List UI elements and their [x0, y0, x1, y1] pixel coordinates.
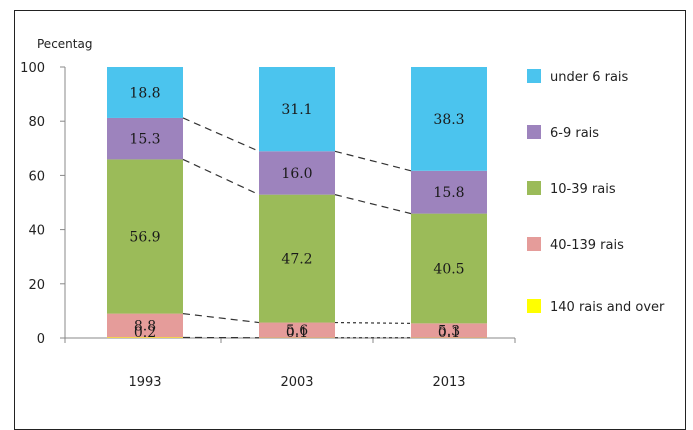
y-tick-label: 100: [20, 61, 45, 76]
data-label: 15.8: [433, 185, 464, 201]
connector-line: [183, 118, 259, 151]
y-tick-label: 60: [28, 169, 45, 184]
data-label: 18.8: [129, 85, 160, 101]
y-tick-label: 80: [28, 115, 45, 130]
y-tick-label: 20: [28, 278, 45, 293]
data-label: 5.3: [438, 324, 460, 340]
legend-label: 140 rais and over: [550, 300, 665, 315]
legend-swatch: [527, 125, 541, 139]
data-label: 5.6: [286, 323, 308, 339]
legend-swatch: [527, 299, 541, 313]
connector-line: [183, 159, 259, 194]
data-label: 47.2: [281, 252, 312, 268]
connector-line: [335, 323, 411, 324]
legend-swatch: [527, 237, 541, 251]
data-label: 8.8: [134, 319, 156, 335]
data-label: 31.1: [281, 102, 312, 118]
x-tick-label: 2003: [280, 375, 313, 390]
data-label: 56.9: [129, 230, 160, 246]
y-tick-label: 0: [37, 332, 45, 347]
connector-line: [335, 195, 411, 214]
legend-swatch: [527, 181, 541, 195]
x-tick-label: 1993: [128, 375, 161, 390]
x-tick-label: 2013: [432, 375, 465, 390]
legend-label: 40-139 rais: [550, 238, 624, 253]
data-label: 15.3: [129, 132, 160, 148]
legend-label: under 6 rais: [550, 70, 629, 85]
legend-swatch: [527, 69, 541, 83]
y-tick-label: 40: [28, 224, 45, 239]
connector-line: [335, 151, 411, 171]
data-label: 38.3: [433, 112, 464, 128]
legend-label: 6-9 rais: [550, 126, 599, 141]
y-axis-label: Pecentag: [37, 37, 92, 51]
data-label: 40.5: [433, 261, 464, 277]
data-label: 16.0: [281, 166, 312, 182]
connector-line: [183, 314, 259, 323]
legend-label: 10-39 rais: [550, 182, 616, 197]
